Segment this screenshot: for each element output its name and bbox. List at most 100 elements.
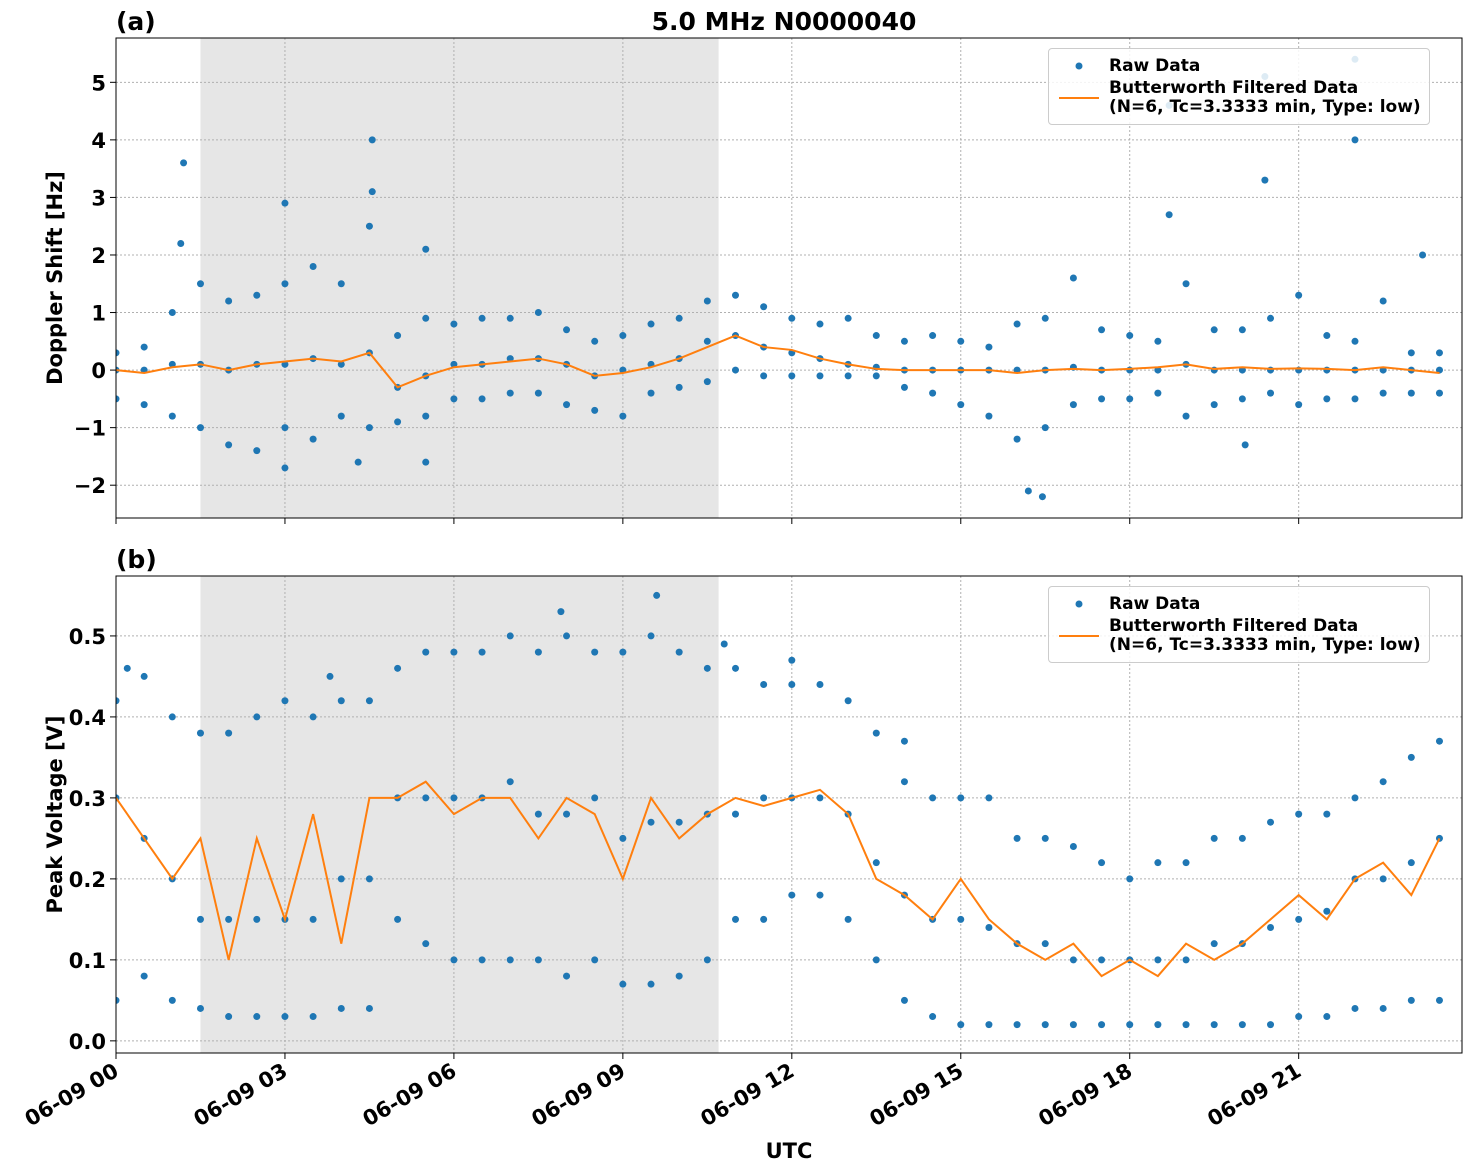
legend-entry: Butterworth Filtered Data (N=6, Tc=3.333… (1057, 617, 1421, 655)
raw-point (653, 591, 661, 599)
raw-point (1351, 337, 1359, 345)
raw-point (1295, 810, 1303, 818)
raw-point (872, 332, 880, 340)
raw-point (168, 412, 176, 420)
raw-point (225, 297, 233, 305)
raw-point (1210, 401, 1218, 409)
raw-point (309, 262, 317, 270)
raw-point (1435, 349, 1443, 357)
x-axis-label: UTC (766, 1139, 813, 1163)
raw-point (422, 314, 430, 322)
x-tick-label: 06-09 03 (190, 1059, 292, 1132)
raw-point (788, 681, 796, 689)
raw-point (1154, 859, 1162, 867)
raw-point (1295, 915, 1303, 923)
raw-point (478, 314, 486, 322)
raw-point (1351, 794, 1359, 802)
raw-point (557, 608, 565, 616)
x-tick-label: 06-09 12 (697, 1059, 799, 1132)
raw-point (478, 648, 486, 656)
y-tick-label: 2 (91, 244, 106, 268)
raw-point (760, 681, 768, 689)
raw-point (1323, 332, 1331, 340)
raw-point (1069, 274, 1077, 282)
legend-marker (1075, 62, 1083, 70)
raw-point (1098, 1021, 1106, 1029)
raw-point (168, 996, 176, 1004)
raw-point (619, 834, 627, 842)
y-tick-label: 0.2 (69, 868, 106, 892)
raw-point (647, 980, 655, 988)
raw-point (281, 697, 289, 705)
raw-point (1323, 395, 1331, 403)
raw-point (1238, 1021, 1246, 1029)
raw-point (929, 389, 937, 397)
raw-point (1379, 389, 1387, 397)
raw-point (1238, 326, 1246, 334)
raw-point (1323, 1013, 1331, 1021)
raw-point (1041, 940, 1049, 948)
raw-point (506, 956, 514, 964)
raw-point (1435, 389, 1443, 397)
raw-point (1069, 401, 1077, 409)
raw-point (168, 309, 176, 317)
y-tick-label: 0.3 (69, 787, 106, 811)
raw-point (196, 915, 204, 923)
raw-point (365, 697, 373, 705)
raw-point (309, 435, 317, 443)
raw-point (506, 314, 514, 322)
raw-point (1379, 297, 1387, 305)
raw-point (1154, 956, 1162, 964)
raw-point (675, 383, 683, 391)
raw-point (1182, 956, 1190, 964)
y-tick-label: 4 (91, 129, 106, 153)
raw-point (619, 412, 627, 420)
axes-frame (115, 575, 1463, 1054)
raw-point (1407, 859, 1415, 867)
raw-point (1038, 493, 1046, 501)
raw-point (563, 972, 571, 980)
raw-point (1238, 395, 1246, 403)
raw-point (394, 915, 402, 923)
raw-point (450, 956, 458, 964)
legend-swatch (1075, 62, 1083, 70)
legend-label: Butterworth Filtered Data (N=6, Tc=3.333… (1109, 616, 1421, 655)
plot-area (116, 55, 1443, 501)
raw-point (788, 891, 796, 899)
raw-point (1210, 1021, 1218, 1029)
raw-point (788, 372, 796, 380)
raw-point (957, 337, 965, 345)
raw-point (506, 389, 514, 397)
raw-point (1126, 366, 1134, 374)
y-tick-label: 5 (91, 71, 106, 95)
raw-point (450, 320, 458, 328)
raw-point (1210, 940, 1218, 948)
raw-point (760, 303, 768, 311)
raw-point (929, 1013, 937, 1021)
raw-point (872, 372, 880, 380)
panel-label: (b) (116, 545, 157, 574)
raw-point (422, 412, 430, 420)
raw-point (675, 972, 683, 980)
raw-point (140, 343, 148, 351)
raw-point (900, 337, 908, 345)
raw-point (816, 794, 824, 802)
x-tick-label: 06-09 00 (21, 1059, 123, 1132)
raw-point (1379, 778, 1387, 786)
raw-point (703, 297, 711, 305)
raw-point (1267, 366, 1275, 374)
raw-point (1013, 834, 1021, 842)
legend-label: Raw Data (1109, 55, 1201, 76)
y-tick-label: 0.5 (69, 625, 106, 649)
raw-point (816, 891, 824, 899)
raw-point (591, 648, 599, 656)
raw-point (591, 337, 599, 345)
raw-point (1041, 834, 1049, 842)
axes-frame (115, 37, 1463, 519)
raw-point (422, 648, 430, 656)
raw-point (619, 648, 627, 656)
raw-point (816, 372, 824, 380)
raw-point (368, 188, 376, 196)
raw-point (900, 737, 908, 745)
raw-point (929, 794, 937, 802)
